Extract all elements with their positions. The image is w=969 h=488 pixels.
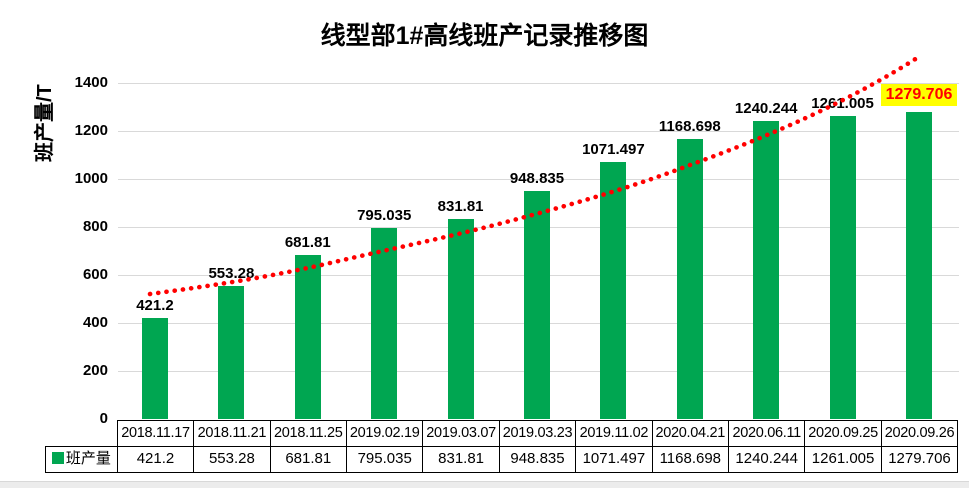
y-tick-label: 1200 bbox=[74, 122, 108, 139]
table-date-cell: 2019.03.07 bbox=[422, 420, 500, 447]
table-date-cell: 2018.11.21 bbox=[193, 420, 271, 447]
table-date-cell: 2020.09.25 bbox=[804, 420, 882, 447]
bar bbox=[218, 286, 245, 419]
table-date-cell: 2018.11.25 bbox=[269, 420, 347, 447]
table-value-cell: 1071.497 bbox=[575, 446, 653, 473]
table-value-cell: 1279.706 bbox=[880, 446, 959, 473]
legend-label: 班产量 bbox=[65, 450, 111, 467]
chart-title: 线型部1#高线班产记录推移图 bbox=[320, 22, 649, 50]
table-date-cell: 2019.02.19 bbox=[346, 420, 424, 447]
y-tick-label: 600 bbox=[82, 266, 108, 283]
table-date-cell: 2020.09.26 bbox=[880, 420, 959, 447]
table-value-cell: 831.81 bbox=[422, 446, 500, 473]
y-tick-label: 0 bbox=[99, 410, 108, 427]
table-value-cell: 1240.244 bbox=[728, 446, 806, 473]
y-tick-label: 1000 bbox=[74, 170, 108, 187]
table-value-cell: 681.81 bbox=[269, 446, 347, 473]
y-tick-label: 1400 bbox=[74, 74, 108, 91]
window-edge bbox=[0, 481, 969, 488]
table-date-cell: 2020.04.21 bbox=[651, 420, 729, 447]
y-tick-label: 400 bbox=[82, 314, 108, 331]
table-value-cell: 1261.005 bbox=[804, 446, 882, 473]
y-tick-label: 800 bbox=[82, 218, 108, 235]
table-value-cell: 1168.698 bbox=[651, 446, 729, 473]
table-value-cell: 553.28 bbox=[193, 446, 271, 473]
table-value-cell: 948.835 bbox=[498, 446, 577, 473]
legend-swatch-icon bbox=[51, 452, 64, 464]
bar-label: 421.2 bbox=[136, 296, 174, 314]
table-date-cell: 2019.03.23 bbox=[498, 420, 577, 447]
table-date-cell: 2019.11.02 bbox=[575, 420, 653, 447]
table-value-cell: 795.035 bbox=[346, 446, 424, 473]
bar bbox=[142, 317, 168, 419]
table-date-cell: 2020.06.11 bbox=[728, 420, 806, 447]
legend-cell: 班产量 bbox=[45, 446, 118, 473]
y-tick-label: 200 bbox=[82, 362, 108, 379]
table-value-cell: 421.2 bbox=[116, 446, 195, 473]
table-date-cell: 2018.11.17 bbox=[116, 420, 195, 447]
